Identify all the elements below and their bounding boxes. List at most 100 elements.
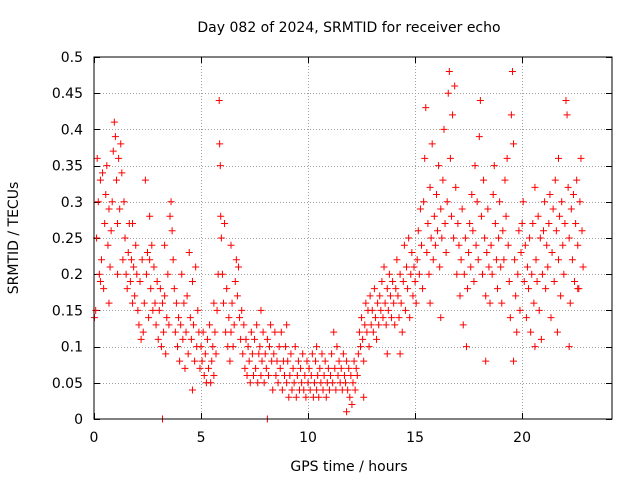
data-point bbox=[163, 314, 171, 322]
data-point bbox=[572, 220, 580, 228]
data-point bbox=[469, 227, 477, 235]
data-point bbox=[146, 212, 154, 220]
data-point bbox=[165, 321, 173, 329]
data-point bbox=[132, 241, 140, 249]
data-point bbox=[317, 379, 325, 387]
data-point bbox=[137, 335, 145, 343]
data-point bbox=[276, 364, 284, 372]
data-point bbox=[255, 350, 263, 358]
data-point bbox=[518, 220, 526, 228]
data-point bbox=[476, 96, 484, 104]
data-point bbox=[116, 205, 124, 213]
data-point bbox=[498, 299, 506, 307]
data-point bbox=[298, 379, 306, 387]
data-point bbox=[138, 256, 146, 264]
data-point bbox=[233, 292, 241, 300]
data-point bbox=[337, 364, 345, 372]
x-tick-label: 15 bbox=[406, 430, 424, 446]
data-point bbox=[310, 379, 318, 387]
y-tick-label: 0.05 bbox=[52, 376, 83, 392]
data-point bbox=[227, 241, 235, 249]
data-point bbox=[515, 227, 523, 235]
data-points bbox=[90, 67, 587, 423]
data-point bbox=[564, 183, 572, 191]
data-point bbox=[93, 154, 101, 162]
data-point bbox=[284, 357, 292, 365]
data-point bbox=[344, 386, 352, 394]
data-point bbox=[205, 364, 213, 372]
data-point bbox=[169, 256, 177, 264]
data-point bbox=[551, 176, 559, 184]
data-point bbox=[454, 220, 462, 228]
data-point bbox=[360, 357, 368, 365]
data-point bbox=[423, 248, 431, 256]
data-point bbox=[479, 270, 486, 278]
data-point bbox=[472, 241, 480, 249]
data-point bbox=[320, 372, 328, 380]
data-point bbox=[297, 364, 305, 372]
data-point bbox=[526, 234, 534, 242]
data-point bbox=[354, 350, 362, 358]
data-point bbox=[282, 343, 290, 351]
data-point bbox=[426, 183, 434, 191]
data-point bbox=[157, 343, 165, 351]
data-point bbox=[502, 212, 510, 220]
data-point bbox=[548, 248, 556, 256]
data-point bbox=[254, 379, 262, 387]
data-point bbox=[430, 212, 438, 220]
data-point bbox=[215, 96, 223, 104]
data-point bbox=[393, 256, 401, 264]
data-point bbox=[129, 220, 137, 228]
data-point bbox=[563, 111, 571, 119]
data-point bbox=[517, 248, 525, 256]
data-point bbox=[109, 147, 117, 155]
data-point bbox=[118, 169, 126, 177]
data-point bbox=[308, 350, 316, 358]
data-point bbox=[329, 379, 337, 387]
data-point bbox=[321, 357, 329, 365]
data-point bbox=[283, 379, 291, 387]
data-point bbox=[574, 241, 582, 249]
data-point bbox=[314, 372, 322, 380]
data-point bbox=[243, 372, 251, 380]
data-point bbox=[558, 198, 566, 206]
data-point bbox=[429, 256, 437, 264]
data-point bbox=[301, 372, 309, 380]
data-point bbox=[251, 335, 259, 343]
data-point bbox=[272, 372, 280, 380]
y-axis-label: SRMTID / TECUs bbox=[6, 182, 22, 295]
data-point bbox=[497, 263, 505, 271]
data-point bbox=[496, 198, 504, 206]
data-point bbox=[560, 270, 568, 278]
data-point bbox=[546, 191, 554, 199]
data-point bbox=[291, 343, 299, 351]
data-point bbox=[384, 306, 392, 314]
data-point bbox=[571, 277, 579, 285]
data-point bbox=[171, 328, 179, 336]
data-point bbox=[304, 379, 312, 387]
data-point bbox=[312, 357, 320, 365]
data-point bbox=[289, 364, 297, 372]
data-point bbox=[161, 292, 169, 300]
data-point bbox=[468, 191, 476, 199]
data-point bbox=[150, 263, 158, 271]
data-point bbox=[417, 241, 425, 249]
data-point bbox=[427, 234, 435, 242]
data-point bbox=[105, 299, 113, 307]
data-point bbox=[115, 154, 123, 162]
data-point bbox=[213, 306, 221, 314]
data-point bbox=[554, 256, 562, 264]
data-point bbox=[275, 343, 283, 351]
data-point bbox=[242, 335, 250, 343]
data-point bbox=[100, 285, 108, 293]
data-point bbox=[361, 321, 369, 329]
data-point bbox=[483, 248, 491, 256]
data-point bbox=[554, 154, 562, 162]
data-point bbox=[489, 191, 497, 199]
data-point bbox=[531, 183, 539, 191]
data-point bbox=[158, 299, 166, 307]
data-point bbox=[455, 241, 463, 249]
data-point bbox=[324, 364, 332, 372]
data-point bbox=[283, 321, 291, 329]
